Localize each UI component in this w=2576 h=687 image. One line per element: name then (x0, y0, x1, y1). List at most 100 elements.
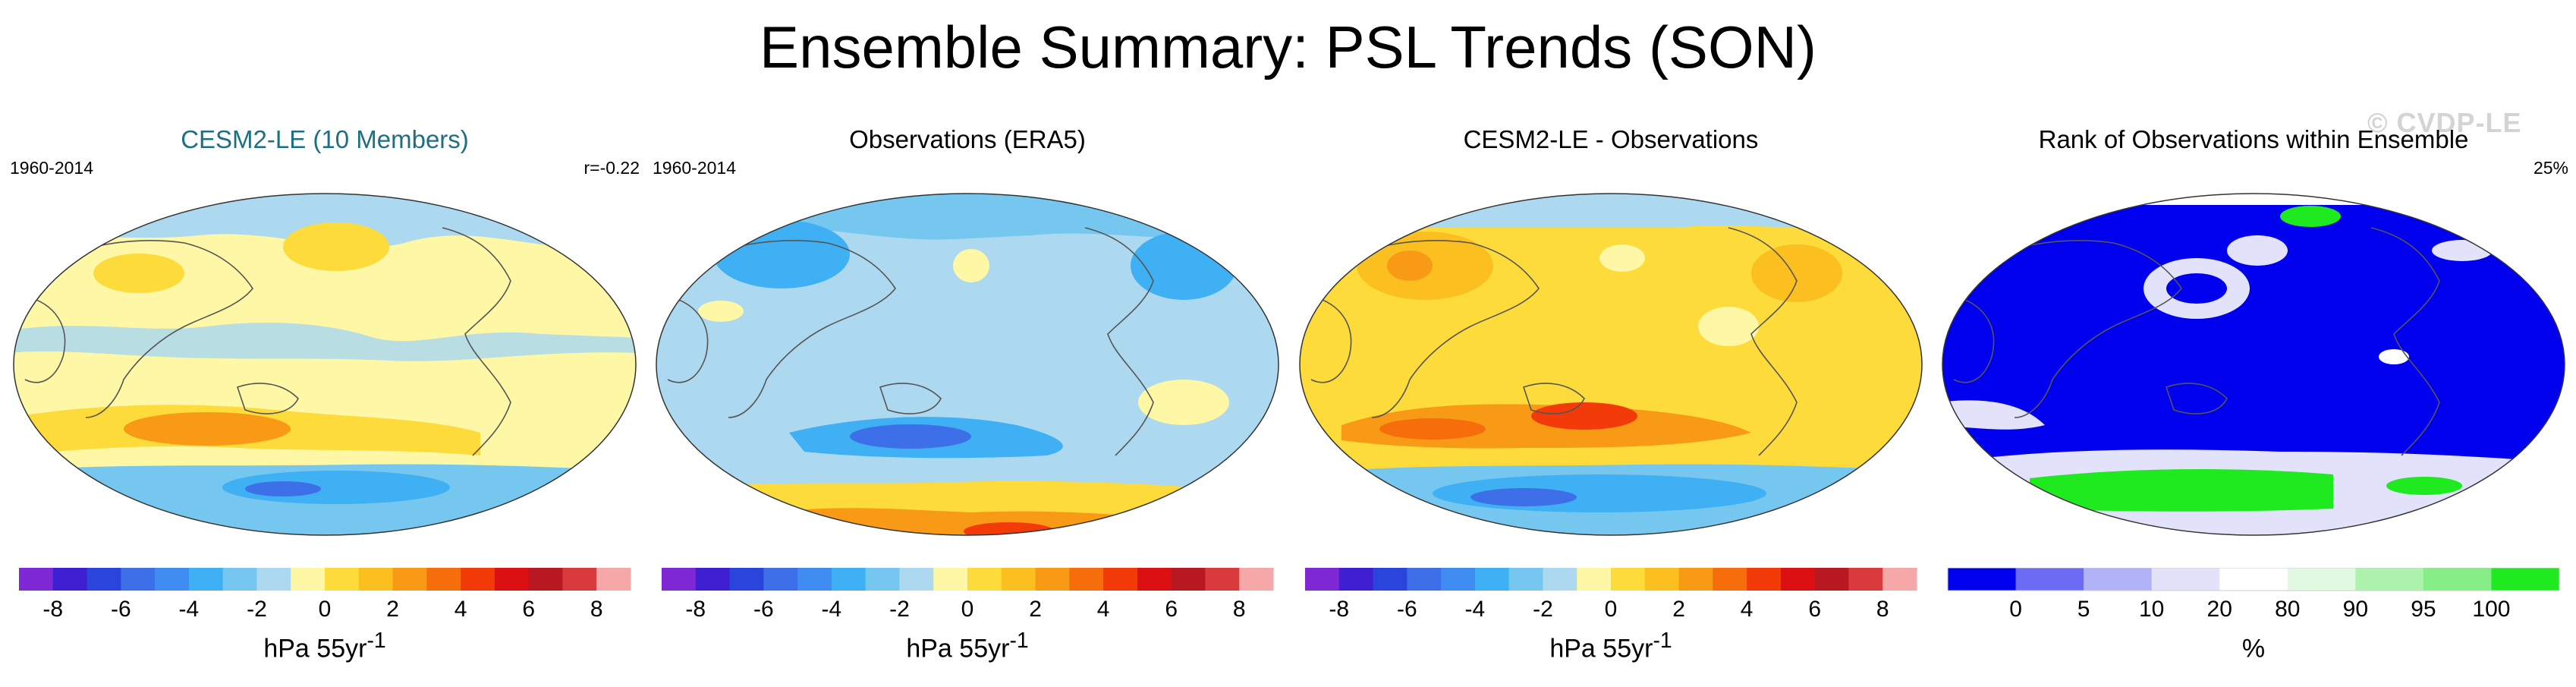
colorbar-tick-label: 6 (522, 597, 535, 622)
colorbar-tick-label: 2 (1672, 597, 1685, 622)
colorbar-swatch (528, 568, 563, 591)
field-atlantic-rank (2432, 240, 2493, 261)
colorbar-swatch (797, 568, 832, 591)
map-difference (1299, 193, 1923, 536)
field-asia-high (93, 254, 184, 293)
map-rank (1942, 193, 2565, 536)
field-america-weak (1698, 307, 1759, 346)
colorbar-tick-label: 8 (1876, 597, 1889, 622)
field-pacific-rank-2 (2227, 235, 2288, 266)
colorbar-swatch (1678, 568, 1713, 591)
colorbar-swatch (188, 568, 224, 591)
field-arctic-high-2 (2280, 206, 2341, 227)
panel-difference: CESM2-LE - Observations (1296, 121, 1926, 683)
field-top-white (1942, 194, 2565, 205)
panel-title: CESM2-LE - Observations (1463, 125, 1759, 153)
units-main: % (2241, 634, 2266, 663)
colorbar-swatch (899, 568, 934, 591)
colorbar-tick-label: 90 (2343, 597, 2368, 622)
colorbar-tick-label: 5 (2077, 597, 2090, 622)
colorbar-units: hPa 55yr-1 (1296, 626, 1926, 663)
units-sup: -1 (1653, 629, 1672, 653)
colorbar-swatch (1948, 568, 2017, 591)
field-america-rank (2379, 349, 2409, 364)
colorbar-swatch (865, 568, 900, 591)
colorbar-swatch (325, 568, 360, 591)
colorbar-swatch (1171, 568, 1206, 591)
map-border (656, 193, 1279, 536)
colorbar-swatch (1407, 568, 1442, 591)
colorbar-tick-label: 20 (2207, 597, 2232, 622)
field-southern-positive-core-2 (1379, 418, 1486, 440)
colorbar-difference: -8 -6 -4 -2 0 2 4 6 8 (1305, 568, 1917, 622)
colorbar-tick-label: -8 (42, 597, 63, 622)
field-pacific-low-rank-inner (2166, 273, 2227, 304)
field-indian-rank (1942, 400, 2045, 430)
field-north-positive-spot (953, 249, 989, 282)
colorbar-swatch (358, 568, 394, 591)
colorbar-tick-label: 4 (1741, 597, 1754, 622)
colorbar-swatch (1474, 568, 1510, 591)
field-tropical-band (14, 323, 636, 361)
colorbar-tick-label: -8 (685, 597, 706, 622)
colorbar-swatch (19, 568, 54, 591)
colorbar-swatch (1373, 568, 1408, 591)
colorbar-swatch (1069, 568, 1104, 591)
rank-percent-label: 25% (2533, 158, 2568, 178)
colorbar-swatch (1441, 568, 1476, 591)
field-antarctic-max-1 (759, 525, 880, 535)
colorbar-swatch (596, 568, 631, 591)
colorbar-swatch (1848, 568, 1883, 591)
field-atlantic-positive (1751, 244, 1842, 302)
colorbar-swatch (2355, 568, 2424, 591)
colorbar-tick-label: 6 (1165, 597, 1178, 622)
colorbar-swatch (695, 568, 731, 591)
colorbar-units: hPa 55yr-1 (653, 626, 1282, 663)
colorbar-tick-label: 95 (2411, 597, 2436, 622)
colorbar-tick-label: 0 (961, 597, 974, 622)
colorbar-swatch (1305, 568, 1340, 591)
colorbar-swatch (1747, 568, 1782, 591)
colorbar-tick-label: -6 (753, 597, 774, 622)
coastlines (24, 227, 511, 456)
field-north-negative (656, 194, 1279, 240)
colorbar-swatch (1338, 568, 1374, 591)
colorbar-swatch (1644, 568, 1680, 591)
panel-title: CESM2-LE (10 Members) (181, 125, 469, 153)
colorbar-swatch (1780, 568, 1816, 591)
colorbar-tick-label: -8 (1329, 597, 1349, 622)
colorbar-swatch (426, 568, 461, 591)
field-antarctic-negative-min (1470, 488, 1577, 506)
watermark: © CVDP-LE (2367, 107, 2522, 138)
colorbar-rank: 0 5 10 20 80 90 95 100 (1947, 568, 2560, 622)
colorbar-tick-label: 8 (1233, 597, 1246, 622)
colorbar-tick-label: -4 (822, 597, 842, 622)
colorbar-units: % (1939, 626, 2568, 663)
colorbar-swatch (2015, 568, 2084, 591)
colorbar-tick-label: 4 (454, 597, 467, 622)
field-north-pacific-high (283, 222, 389, 271)
colorbar-swatch (1882, 568, 1917, 591)
colorbar-swatch (933, 568, 968, 591)
field-antarctic-low-min (245, 481, 321, 496)
colorbar-tick-label: -6 (1397, 597, 1417, 622)
field-north-negative (1300, 194, 1922, 230)
colorbar-swatch (1508, 568, 1543, 591)
colorbar-swatch (2423, 568, 2492, 591)
colorbar-swatch (494, 568, 530, 591)
colorbar-tick-label: 0 (1605, 597, 1618, 622)
colorbar-swatch (291, 568, 326, 591)
colorbar-swatch (763, 568, 798, 591)
colorbar-swatch (1103, 568, 1138, 591)
colorbar-model: -8 -6 -4 -2 0 2 4 6 8 (19, 568, 631, 622)
units-main: hPa 55yr (906, 634, 1010, 663)
colorbar-swatch (1137, 568, 1172, 591)
map-border (1942, 193, 2565, 536)
map-model (13, 193, 637, 536)
colorbar-swatch (2151, 568, 2220, 591)
colorbar-swatch (1713, 568, 1747, 591)
colorbar-swatch (1205, 568, 1240, 591)
colorbar-tick-label: 0 (2009, 597, 2022, 622)
panel-rank: Rank of Observations within Ensemble 25% (1939, 121, 2568, 683)
colorbar-swatch (392, 568, 427, 591)
